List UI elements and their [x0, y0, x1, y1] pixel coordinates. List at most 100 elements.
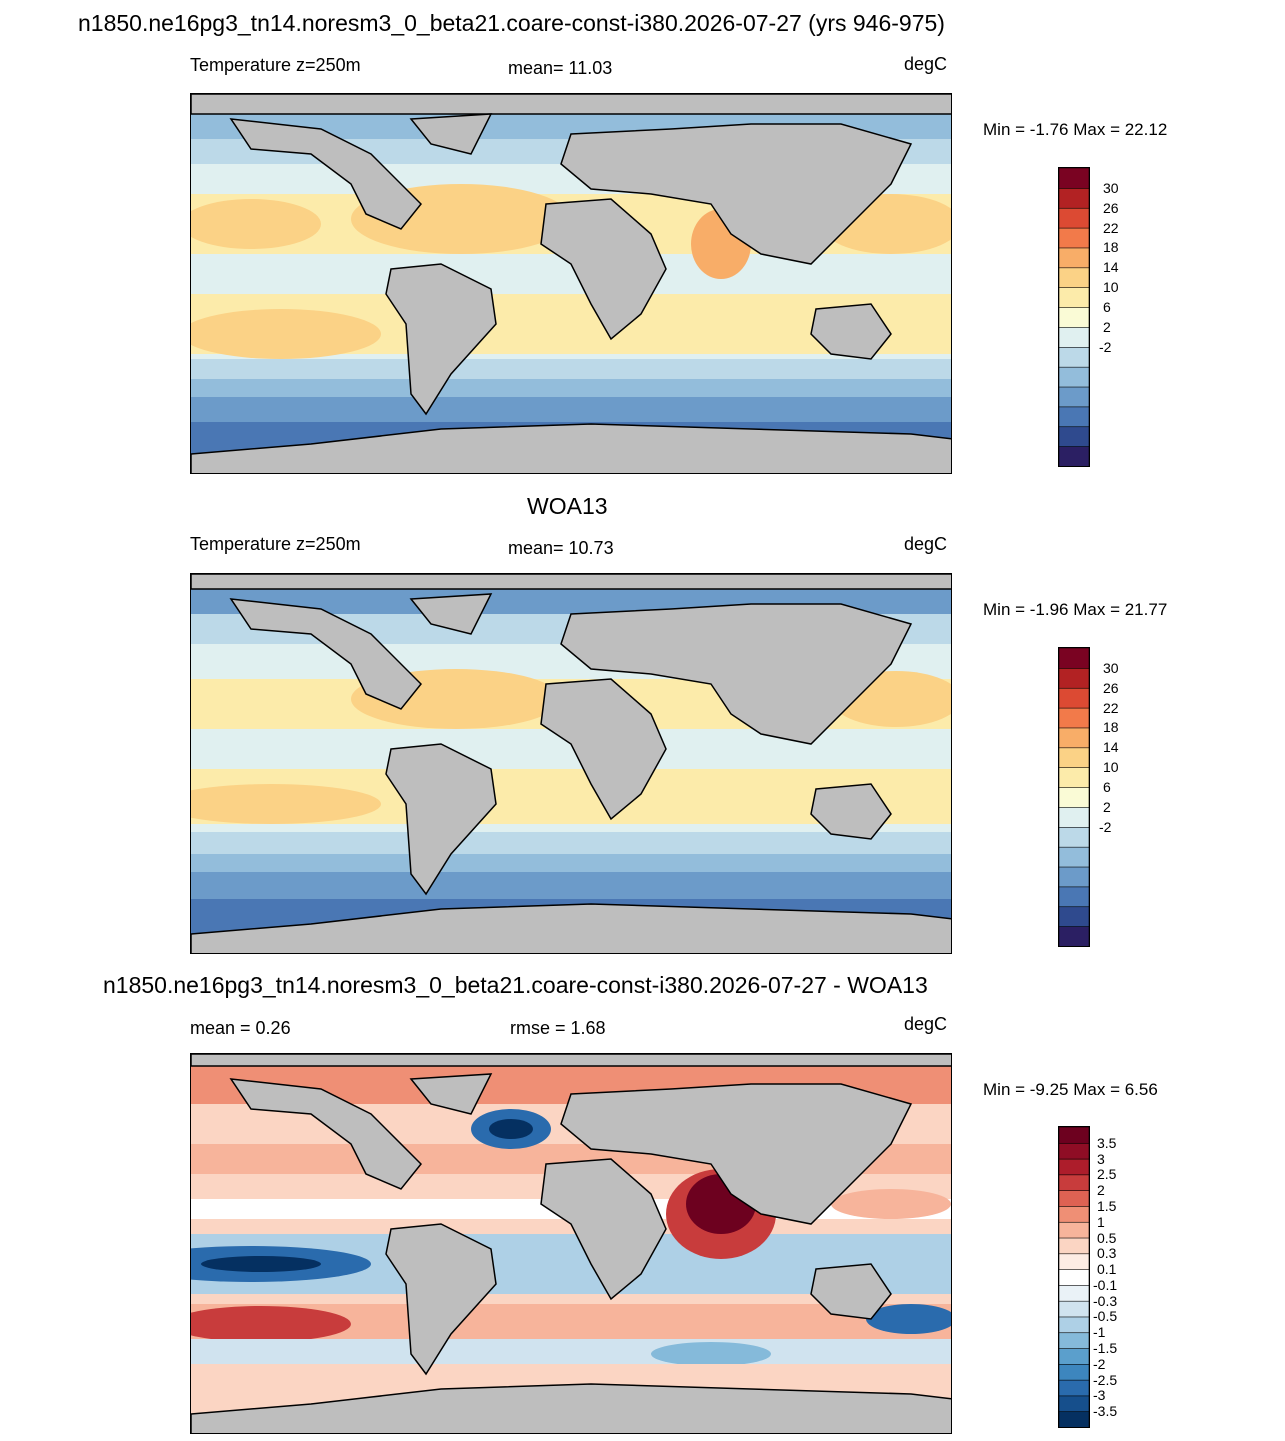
colorbar-segment [1059, 925, 1089, 946]
colorbar-tick-label: 1.5 [1097, 1197, 1117, 1214]
colorbar-segment [1059, 1174, 1089, 1191]
colorbar-segment [1059, 687, 1089, 709]
colorbar-segment [1059, 1221, 1089, 1239]
panel-3-title: n1850.ne16pg3_tn14.noresm3_0_beta21.coar… [103, 972, 928, 998]
colorbar-segment [1059, 1300, 1089, 1318]
colorbar-tick-label: 1 [1097, 1213, 1105, 1230]
colorbar-segment [1059, 747, 1089, 769]
colorbar-tick-label: 18 [1103, 719, 1119, 736]
colorbar-tick-label: 0.5 [1097, 1229, 1117, 1246]
colorbar-segment [1059, 1127, 1089, 1144]
colorbar-tick-label: 3 [1097, 1150, 1105, 1167]
colorbar-tick-label: 10 [1103, 759, 1119, 776]
colorbar-segment [1059, 667, 1089, 689]
colorbar-segment [1059, 1331, 1089, 1349]
colorbar-segment [1059, 366, 1089, 388]
panel-1-map [190, 93, 952, 474]
colorbar-tick-label: 0.3 [1097, 1245, 1117, 1262]
panel-2-mean-label: mean= 10.73 [508, 538, 614, 558]
colorbar-tick-label: 2 [1103, 798, 1111, 815]
colorbar-segment [1059, 1268, 1089, 1286]
colorbar-tick-label: 3.5 [1097, 1134, 1117, 1151]
colorbar-tick-label: -1 [1093, 1324, 1106, 1341]
colorbar-segment [1059, 1189, 1089, 1207]
colorbar-segment [1059, 786, 1089, 808]
colorbar-tick-label: 2.5 [1097, 1166, 1117, 1183]
panel-2-variable-label: Temperature z=250m [190, 534, 361, 554]
colorbar-tick-label: 0.1 [1097, 1261, 1117, 1278]
panel-1-mean-label: mean= 11.03 [508, 58, 613, 78]
colorbar-tick-label: 26 [1103, 679, 1119, 696]
colorbar-tick-label: 22 [1103, 219, 1119, 236]
colorbar-segment [1059, 886, 1089, 908]
panel-3-minmax: Min = -9.25 Max = 6.56 [983, 1080, 1158, 1099]
colorbar-tick-label: 10 [1103, 279, 1119, 296]
colorbar-tick-label: -0.3 [1093, 1292, 1118, 1309]
colorbar-segment [1059, 306, 1089, 328]
colorbar-segment [1059, 326, 1089, 348]
panel-2-colorbar [1058, 647, 1090, 947]
colorbar-segment [1059, 267, 1089, 289]
panel-2-minmax: Min = -1.96 Max = 21.77 [983, 600, 1168, 619]
colorbar-segment [1059, 207, 1089, 229]
panel-2-title: WOA13 [527, 493, 608, 519]
colorbar-tick-label: 6 [1103, 299, 1111, 316]
colorbar-segment [1059, 1237, 1089, 1255]
colorbar-segment [1059, 227, 1089, 249]
colorbar-segment [1059, 1253, 1089, 1270]
colorbar-segment [1059, 707, 1089, 729]
panel-3-rmse-label: rmse = 1.68 [510, 1018, 606, 1038]
colorbar-tick-label: 18 [1103, 239, 1119, 256]
panel-2-units: degC [904, 534, 948, 554]
colorbar-tick-label: 22 [1103, 699, 1119, 716]
panel-1-title: n1850.ne16pg3_tn14.noresm3_0_beta21.coar… [78, 10, 945, 36]
colorbar-segment [1059, 1316, 1089, 1334]
colorbar-tick-label: -3.5 [1093, 1403, 1118, 1420]
colorbar-segment [1059, 1142, 1089, 1160]
colorbar-tick-label: -2 [1093, 1355, 1106, 1372]
panel-1-variable-label: Temperature z=250m [190, 55, 361, 75]
colorbar-segment [1059, 905, 1089, 927]
colorbar-tick-label: 30 [1103, 179, 1119, 196]
colorbar-tick-label: 6 [1103, 779, 1111, 796]
colorbar-segment [1059, 1205, 1089, 1223]
colorbar-tick-label: -1.5 [1093, 1340, 1118, 1357]
colorbar-tick-label: 2 [1103, 318, 1111, 335]
colorbar-tick-label: -2 [1099, 818, 1112, 835]
panel-1-minmax: Min = -1.76 Max = 22.12 [983, 120, 1168, 139]
colorbar-segment [1059, 406, 1089, 428]
panel-3-colorbar [1058, 1126, 1090, 1428]
colorbar-segment [1059, 826, 1089, 848]
colorbar-segment [1059, 766, 1089, 788]
colorbar-segment [1059, 1363, 1089, 1381]
colorbar-segment [1059, 846, 1089, 868]
colorbar-tick-label: 14 [1103, 739, 1119, 756]
colorbar-segment [1059, 1379, 1089, 1397]
colorbar-segment [1059, 1284, 1089, 1302]
colorbar-segment [1059, 346, 1089, 368]
colorbar-segment [1059, 247, 1089, 269]
colorbar-segment [1059, 648, 1089, 669]
colorbar-segment [1059, 727, 1089, 749]
colorbar-tick-label: 30 [1103, 659, 1119, 676]
colorbar-tick-label: -0.5 [1093, 1308, 1118, 1325]
colorbar-tick-label: -2.5 [1093, 1371, 1118, 1388]
colorbar-segment [1059, 386, 1089, 408]
panel-3-mean-label: mean = 0.26 [190, 1018, 291, 1038]
panel-2-map [190, 573, 952, 954]
colorbar-segment [1059, 425, 1089, 447]
panel-1-colorbar [1058, 167, 1090, 467]
colorbar-segment [1059, 1347, 1089, 1365]
colorbar-tick-label: -3 [1093, 1387, 1106, 1404]
panel-3-map [190, 1053, 952, 1434]
colorbar-segment [1059, 286, 1089, 308]
colorbar-segment [1059, 187, 1089, 209]
panel-1-units: degC [904, 54, 948, 74]
colorbar-tick-label: 14 [1103, 259, 1119, 276]
colorbar-segment [1059, 1158, 1089, 1176]
colorbar-tick-label: -0.1 [1093, 1276, 1118, 1293]
colorbar-tick-label: 2 [1097, 1182, 1105, 1199]
colorbar-segment [1059, 1410, 1089, 1427]
colorbar-segment [1059, 445, 1089, 466]
colorbar-segment [1059, 806, 1089, 828]
